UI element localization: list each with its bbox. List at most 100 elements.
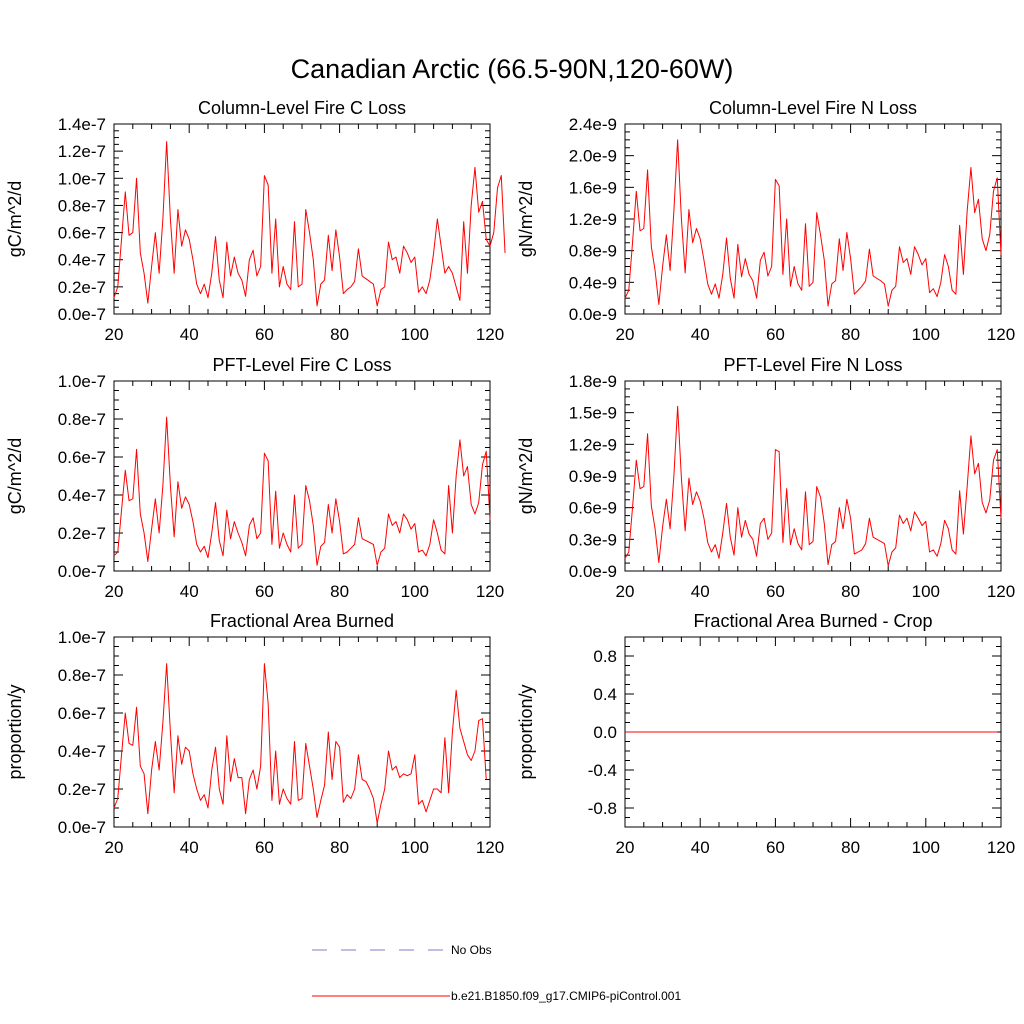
y-tick-label: 0.8e-7 [58, 410, 106, 429]
x-tick-label: 100 [401, 325, 429, 344]
x-tick-label: 80 [841, 325, 860, 344]
x-tick-label: 40 [691, 582, 710, 601]
series-line [624, 405, 1002, 567]
chart-panel-4: PFT-Level Fire N Loss gN/m^2/d 20 40 60 80 100… [516, 355, 1015, 601]
y-tick-label: 0.4e-7 [58, 486, 106, 505]
y-tick-label: 0.4 [593, 685, 617, 704]
x-tick-label: 40 [691, 838, 710, 857]
y-tick-label: 1.2e-9 [569, 210, 617, 229]
y-axis-label: gN/m^2/d [516, 438, 536, 514]
panel-title: Column-Level Fire C Loss [198, 98, 406, 118]
panel-title: PFT-Level Fire C Loss [212, 355, 391, 375]
panel-title: Column-Level Fire N Loss [709, 98, 917, 118]
x-tick-label: 100 [912, 838, 940, 857]
series-line [113, 663, 487, 824]
legend-label: No Obs [451, 943, 492, 957]
y-tick-label: 0.0 [593, 723, 617, 742]
x-tick-label: 20 [616, 838, 635, 857]
y-tick-label: 0.4e-7 [58, 742, 106, 761]
y-axis-label: gC/m^2/d [5, 181, 25, 257]
x-tick-label: 20 [616, 325, 635, 344]
y-tick-label: 0.6e-7 [58, 704, 106, 723]
y-tick-label: 0.2e-7 [58, 524, 106, 543]
y-tick-label: 0.3e-9 [569, 530, 617, 549]
chart-panel-6: Fractional Area Burned - Crop proportion/… [516, 611, 1015, 857]
y-tick-label: 1.0e-7 [58, 372, 106, 391]
chart-panel-2: Column-Level Fire N Loss gN/m^2/d 20 40 60 80… [516, 98, 1015, 344]
x-tick-label: 20 [105, 838, 124, 857]
y-tick-label: 0.0e-7 [58, 818, 106, 837]
y-tick-label: 0.0e-7 [58, 562, 106, 581]
figure-title: Canadian Arctic (66.5-90N,120-60W) [291, 54, 734, 84]
x-tick-label: 100 [401, 582, 429, 601]
x-tick-label: 120 [476, 838, 504, 857]
y-tick-label: 1.8e-9 [569, 372, 617, 391]
y-tick-label: -0.8 [588, 799, 617, 818]
x-tick-label: 40 [180, 582, 199, 601]
y-axis-label: proportion/y [516, 684, 536, 779]
y-tick-label: 0.8e-7 [58, 666, 106, 685]
y-tick-label: -0.4 [588, 761, 617, 780]
x-tick-label: 60 [255, 582, 274, 601]
chart-panel-3: PFT-Level Fire C Loss gC/m^2/d 20 40 60 80 100… [5, 355, 504, 601]
y-tick-label: 1.0e-7 [58, 169, 106, 188]
y-tick-label: 0.6e-7 [58, 448, 106, 467]
x-tick-label: 80 [330, 325, 349, 344]
x-tick-label: 60 [255, 838, 274, 857]
x-tick-label: 120 [476, 325, 504, 344]
y-tick-label: 1.0e-7 [58, 628, 106, 647]
panels: Column-Level Fire C Loss gC/m^2/d 20 40 60 80… [5, 98, 1015, 857]
x-tick-label: 40 [180, 325, 199, 344]
series-line [113, 416, 491, 566]
y-tick-label: 1.2e-9 [569, 435, 617, 454]
legend-item-1: No Obs [312, 943, 492, 957]
panel-title: Fractional Area Burned - Crop [693, 611, 932, 631]
y-tick-label: 1.4e-7 [58, 115, 106, 134]
y-tick-label: 1.5e-9 [569, 404, 617, 423]
y-tick-label: 0.4e-7 [58, 251, 106, 270]
legend-item-2: b.e21.B1850.f09_g17.CMIP6-piControl.001 [312, 989, 681, 1003]
series-line [113, 141, 506, 307]
y-tick-label: 0.8e-9 [569, 242, 617, 261]
y-tick-label: 0.0e-9 [569, 305, 617, 324]
y-tick-label: 0.8e-7 [58, 196, 106, 215]
y-tick-label: 0.9e-9 [569, 467, 617, 486]
y-axis-label: proportion/y [5, 684, 25, 779]
x-tick-label: 120 [987, 582, 1015, 601]
x-tick-label: 80 [841, 582, 860, 601]
x-tick-label: 60 [766, 838, 785, 857]
x-tick-label: 20 [105, 325, 124, 344]
x-tick-label: 40 [180, 838, 199, 857]
x-tick-label: 20 [616, 582, 635, 601]
y-tick-label: 2.4e-9 [569, 115, 617, 134]
x-tick-label: 60 [255, 325, 274, 344]
x-tick-label: 100 [912, 325, 940, 344]
panel-title: Fractional Area Burned [210, 611, 394, 631]
y-tick-label: 0.4e-9 [569, 273, 617, 292]
legend: No Obs b.e21.B1850.f09_g17.CMIP6-piContro… [312, 943, 681, 1003]
x-tick-label: 100 [401, 838, 429, 857]
x-tick-label: 40 [691, 325, 710, 344]
y-tick-label: 1.6e-9 [569, 178, 617, 197]
panel-title: PFT-Level Fire N Loss [723, 355, 902, 375]
x-tick-label: 120 [987, 325, 1015, 344]
y-tick-label: 0.2e-7 [58, 278, 106, 297]
legend-label: b.e21.B1850.f09_g17.CMIP6-piControl.001 [451, 989, 681, 1003]
chart-panel-5: Fractional Area Burned proportion/y 20 40 60… [5, 611, 504, 857]
y-axis-label: gC/m^2/d [5, 438, 25, 514]
y-axis-label: gN/m^2/d [516, 181, 536, 257]
x-tick-label: 20 [105, 582, 124, 601]
y-tick-label: 2.0e-9 [569, 147, 617, 166]
y-tick-label: 1.2e-7 [58, 142, 106, 161]
x-tick-label: 60 [766, 582, 785, 601]
x-tick-label: 60 [766, 325, 785, 344]
y-tick-label: 0.2e-7 [58, 780, 106, 799]
chart-panel-1: Column-Level Fire C Loss gC/m^2/d 20 40 60 80… [5, 98, 506, 344]
series-line [624, 139, 1002, 307]
x-tick-label: 100 [912, 582, 940, 601]
y-tick-label: 0.0e-7 [58, 305, 106, 324]
y-tick-label: 0.6e-9 [569, 499, 617, 518]
x-tick-label: 80 [841, 838, 860, 857]
x-tick-label: 120 [987, 838, 1015, 857]
